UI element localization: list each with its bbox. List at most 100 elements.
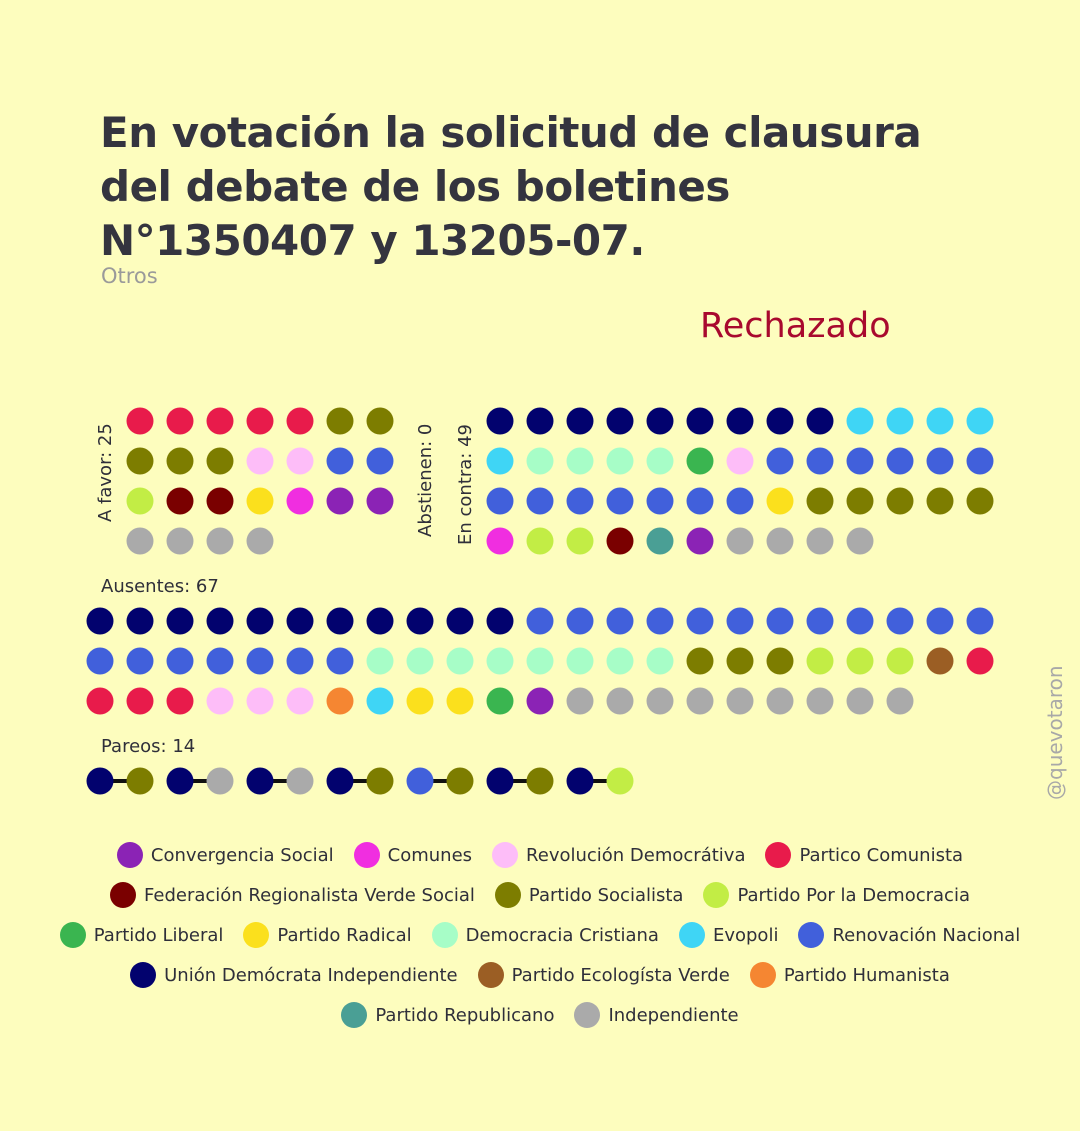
legend-item: Partido Ecologísta Verde bbox=[477, 962, 730, 988]
favor-dot bbox=[166, 407, 194, 435]
contra-dot bbox=[926, 447, 954, 475]
ausentes-dot bbox=[686, 647, 714, 675]
ausentes-dot bbox=[806, 607, 834, 635]
ausentes-dot bbox=[606, 647, 634, 675]
pareo-dot bbox=[326, 767, 354, 795]
contra-dot bbox=[686, 527, 714, 555]
ausentes-dot bbox=[886, 607, 914, 635]
contra-dot bbox=[686, 447, 714, 475]
ausentes-dot bbox=[566, 687, 594, 715]
favor-dot bbox=[286, 447, 314, 475]
ausentes-dot bbox=[926, 607, 954, 635]
ausentes-dot bbox=[646, 607, 674, 635]
contra-dot bbox=[566, 487, 594, 515]
chart-subtitle: Otros bbox=[101, 264, 158, 288]
ausentes-dot bbox=[766, 647, 794, 675]
contra-dot bbox=[606, 487, 634, 515]
contra-dot bbox=[806, 487, 834, 515]
legend-label: Revolución Democrátiva bbox=[526, 844, 746, 866]
legend-swatch bbox=[477, 962, 504, 988]
pareo-dot bbox=[206, 767, 234, 795]
legend-label: Partido Por la Democracia bbox=[737, 884, 970, 906]
pareo-dot bbox=[606, 767, 634, 795]
ausentes-dot bbox=[966, 607, 994, 635]
favor-dot bbox=[206, 487, 234, 515]
pareo-dot bbox=[86, 767, 114, 795]
contra-dot bbox=[486, 407, 514, 435]
ausentes-dot bbox=[766, 687, 794, 715]
contra-dot bbox=[646, 527, 674, 555]
ausentes-dot bbox=[206, 687, 234, 715]
contra-dot bbox=[726, 487, 754, 515]
favor-dot bbox=[366, 407, 394, 435]
ausentes-dot bbox=[366, 607, 394, 635]
contra-dot bbox=[766, 487, 794, 515]
legend-label: Independiente bbox=[608, 1004, 739, 1026]
favor-dot bbox=[246, 407, 274, 435]
ausentes-dot bbox=[566, 647, 594, 675]
pareo-dot bbox=[526, 767, 554, 795]
pareo-dot bbox=[566, 767, 594, 795]
favor-dot bbox=[366, 487, 394, 515]
legend-label: Renovación Nacional bbox=[832, 924, 1021, 946]
legend-label: Partido Ecologísta Verde bbox=[511, 964, 730, 986]
legend-swatch bbox=[798, 922, 825, 948]
favor-dot bbox=[126, 447, 154, 475]
contra-dot bbox=[966, 447, 994, 475]
contra-dot bbox=[806, 527, 834, 555]
ausentes-dot bbox=[566, 607, 594, 635]
ausentes-dot bbox=[406, 647, 434, 675]
favor-dot bbox=[166, 487, 194, 515]
favor-dot bbox=[166, 527, 194, 555]
favor-dot bbox=[246, 527, 274, 555]
legend-swatch bbox=[492, 842, 519, 868]
ausentes-dot bbox=[486, 647, 514, 675]
contra-dot bbox=[966, 487, 994, 515]
ausentes-dot bbox=[526, 647, 554, 675]
ausentes-dot bbox=[686, 607, 714, 635]
legend-label: Evopoli bbox=[712, 924, 779, 946]
legend-swatch bbox=[243, 922, 270, 948]
ausentes-dot bbox=[486, 607, 514, 635]
ausentes-dot bbox=[806, 647, 834, 675]
ausentes-dot bbox=[726, 647, 754, 675]
ausentes-dot bbox=[726, 607, 754, 635]
ausentes-dot bbox=[966, 647, 994, 675]
legend-swatch bbox=[765, 842, 792, 868]
contra-dot bbox=[846, 527, 874, 555]
ausentes-dot bbox=[126, 607, 154, 635]
contra-dot bbox=[486, 527, 514, 555]
dot-chart bbox=[86, 407, 994, 795]
legend-swatch bbox=[59, 922, 86, 948]
ausentes-dot bbox=[686, 687, 714, 715]
favor-dot bbox=[286, 487, 314, 515]
favor-dot bbox=[366, 447, 394, 475]
chart-title: En votación la solicitud de clausura del… bbox=[100, 108, 922, 265]
legend-item: Unión Demócrata Independiente bbox=[130, 962, 458, 988]
contra-dot bbox=[726, 527, 754, 555]
ausentes-dot bbox=[326, 647, 354, 675]
legend-swatch bbox=[116, 842, 143, 868]
pareo-dot bbox=[406, 767, 434, 795]
legend-swatch bbox=[130, 962, 157, 988]
legend-item: Federación Regionalista Verde Social bbox=[110, 882, 475, 908]
favor-dot bbox=[166, 447, 194, 475]
legend-item: Partido Por la Democracia bbox=[703, 882, 970, 908]
contra-dot bbox=[646, 407, 674, 435]
ausentes-dot bbox=[926, 647, 954, 675]
contra-dot bbox=[486, 487, 514, 515]
ausentes-dot bbox=[366, 647, 394, 675]
label-ausentes: Ausentes: 67 bbox=[101, 576, 219, 597]
contra-dot bbox=[886, 407, 914, 435]
contra-dot bbox=[606, 447, 634, 475]
favor-dot bbox=[326, 487, 354, 515]
legend: Convergencia Social Comunes Revolución Dem… bbox=[30, 842, 1050, 1028]
favor-dot bbox=[126, 407, 154, 435]
ausentes-dot bbox=[326, 687, 354, 715]
ausentes-dot bbox=[86, 647, 114, 675]
ausentes-dot bbox=[406, 687, 434, 715]
favor-dot bbox=[246, 487, 274, 515]
ausentes-dot bbox=[526, 687, 554, 715]
legend-label: Partido Humanista bbox=[783, 964, 950, 986]
ausentes-dot bbox=[846, 607, 874, 635]
